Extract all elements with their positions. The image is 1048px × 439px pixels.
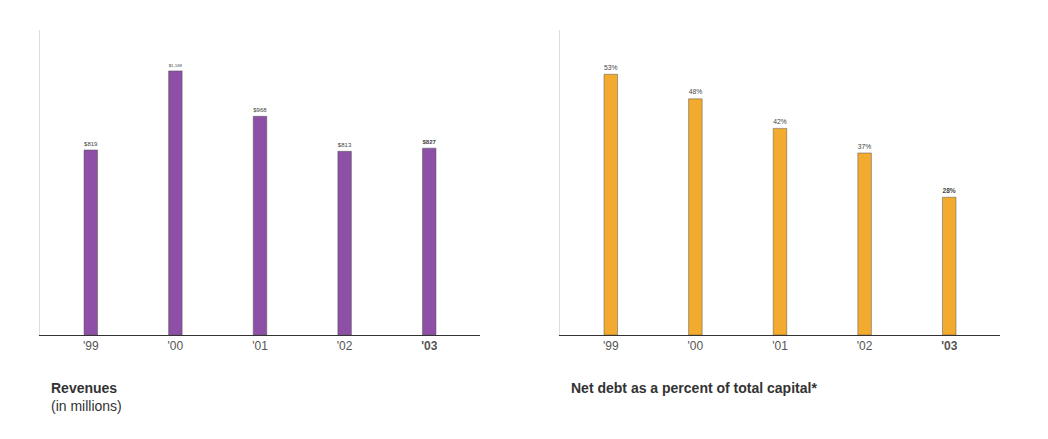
svg-text:'02: '02 <box>337 339 353 353</box>
svg-text:'00: '00 <box>688 339 704 353</box>
svg-text:Net debt as a percent of total: Net debt as a percent of total capital* <box>571 380 817 396</box>
svg-text:'00: '00 <box>168 339 184 353</box>
svg-text:28%: 28% <box>942 187 955 194</box>
svg-text:'03: '03 <box>421 339 438 353</box>
svg-text:$1,169: $1,169 <box>169 63 183 68</box>
svg-text:'01: '01 <box>252 339 268 353</box>
svg-text:53%: 53% <box>604 64 618 71</box>
svg-text:'01: '01 <box>772 339 788 353</box>
svg-text:$827: $827 <box>422 139 436 145</box>
svg-text:48%: 48% <box>689 88 703 95</box>
svg-text:'99: '99 <box>603 339 619 353</box>
svg-text:37%: 37% <box>858 143 872 150</box>
svg-text:42%: 42% <box>773 118 787 125</box>
svg-text:$819: $819 <box>84 141 98 147</box>
svg-text:'02: '02 <box>857 339 873 353</box>
svg-text:$968: $968 <box>253 107 267 113</box>
svg-text:Revenues(in millions): Revenues(in millions) <box>51 380 122 414</box>
svg-text:'03: '03 <box>941 339 958 353</box>
svg-text:$813: $813 <box>338 142 352 148</box>
svg-text:'99: '99 <box>83 339 99 353</box>
